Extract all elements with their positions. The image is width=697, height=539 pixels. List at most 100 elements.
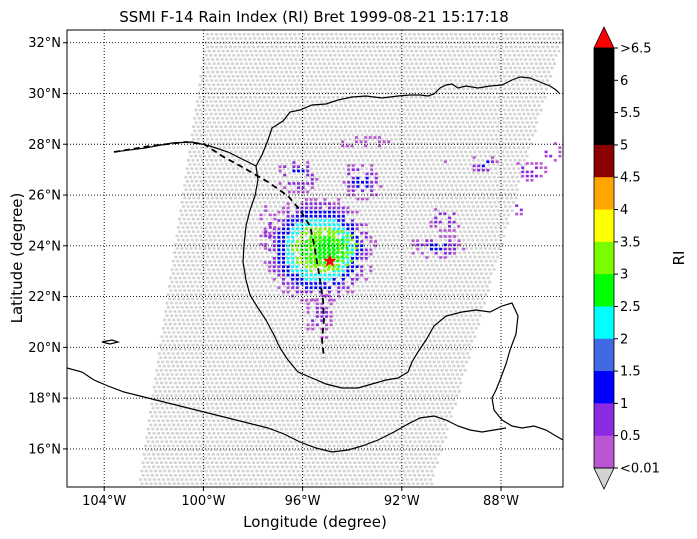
rain-pixel [328, 206, 331, 210]
rain-pixel [345, 247, 349, 250]
rain-pixel [286, 269, 290, 273]
rain-pixel [310, 173, 314, 177]
rain-pixel [347, 193, 351, 197]
pacific-coast [67, 367, 507, 453]
rain-pixel [332, 278, 336, 281]
rain-pixel [457, 243, 461, 247]
rain-pixel [318, 286, 322, 289]
rain-pixel [315, 306, 319, 310]
rain-pixel [282, 248, 285, 252]
rain-pixel [452, 229, 456, 232]
lat-tick-label: 26°N [28, 189, 61, 204]
colorbar-segment [594, 435, 614, 469]
rain-pixel [328, 223, 331, 226]
rain-pixel [336, 259, 340, 263]
rain-pixel [361, 189, 364, 192]
rain-pixel [282, 231, 285, 235]
rain-pixel [337, 290, 341, 294]
rain-pixel [309, 236, 313, 239]
rain-pixel [306, 173, 310, 177]
rain-pixel [327, 255, 330, 258]
rain-pixel [434, 220, 438, 224]
rain-pixel [341, 278, 345, 281]
rain-pixel [268, 261, 272, 264]
rain-pixel [286, 231, 290, 235]
rain-pixel [378, 144, 381, 148]
rain-pixel [264, 205, 268, 208]
rain-pixel [314, 231, 318, 235]
rain-pixel [306, 323, 310, 327]
rain-pixel [329, 311, 333, 314]
rain-pixel [369, 236, 373, 239]
rain-pixel [355, 265, 359, 268]
rain-pixel [286, 265, 290, 268]
rain-pixel [337, 240, 341, 243]
rain-pixel [351, 265, 354, 268]
rain-pixel [317, 259, 321, 263]
rain-pixel [369, 240, 373, 243]
rain-pixel [325, 336, 328, 339]
rain-pixel [318, 252, 322, 256]
rain-pixel [291, 294, 295, 298]
rain-pixel [277, 219, 281, 222]
rain-pixel [305, 231, 308, 235]
rain-pixel [332, 282, 336, 285]
rain-pixel [351, 231, 354, 235]
rain-pixel [329, 319, 333, 322]
rain-pixel [355, 257, 359, 260]
rain-pixel [259, 243, 263, 246]
rain-pixel [305, 202, 308, 205]
rain-pixel [323, 219, 327, 222]
rain-pixel [282, 265, 285, 268]
rain-pixel [264, 209, 268, 212]
rain-pixel [346, 223, 350, 226]
rain-pixel [259, 234, 263, 238]
rain-pixel [327, 238, 330, 242]
rain-pixel [277, 269, 281, 273]
rain-pixel [337, 219, 341, 222]
rain-pixel [340, 259, 344, 263]
rain-pixel [443, 229, 447, 232]
rain-pixel [328, 273, 331, 277]
rain-pixel [318, 231, 322, 235]
rain-pixel [355, 140, 358, 143]
colorbar-segment [594, 241, 614, 275]
rain-pixel [277, 248, 281, 252]
rain-pixel [286, 290, 290, 294]
rain-pixel [332, 257, 336, 260]
rain-pixel [346, 290, 350, 294]
rain-pixel [530, 162, 534, 165]
rain-pixel [295, 282, 299, 285]
rain-pixel [305, 252, 308, 256]
rain-pixel [328, 231, 331, 235]
rain-pixel [320, 319, 324, 322]
rain-pixel [347, 168, 351, 171]
rain-pixel [350, 144, 354, 148]
rain-pixel [264, 234, 268, 238]
rain-pixel [282, 206, 285, 210]
lon-tick-label: 100°W [181, 494, 225, 509]
rain-pixel [318, 227, 322, 231]
rain-pixel [328, 248, 331, 252]
rain-pixel [323, 265, 327, 268]
rain-pixel [346, 257, 350, 260]
rain-pixel [332, 227, 336, 231]
rain-pixel [329, 298, 333, 301]
rain-pixel [411, 243, 415, 247]
rain-pixel [345, 144, 349, 148]
rain-pixel [347, 185, 351, 188]
rain-pixel [268, 269, 272, 273]
rain-pixel [544, 166, 548, 169]
rain-pixel [323, 248, 327, 252]
rain-pixel [491, 156, 494, 159]
rain-pixel [306, 169, 310, 173]
rain-pixel [434, 252, 438, 255]
rain-pixel [351, 261, 354, 264]
rain-pixel [359, 140, 363, 143]
rain-pixel [341, 223, 345, 226]
rain-pixel [328, 290, 331, 294]
rain-pixel [282, 269, 285, 273]
rain-pixel [282, 219, 285, 222]
rain-pixel [295, 286, 299, 289]
rain-pixel [544, 154, 548, 158]
